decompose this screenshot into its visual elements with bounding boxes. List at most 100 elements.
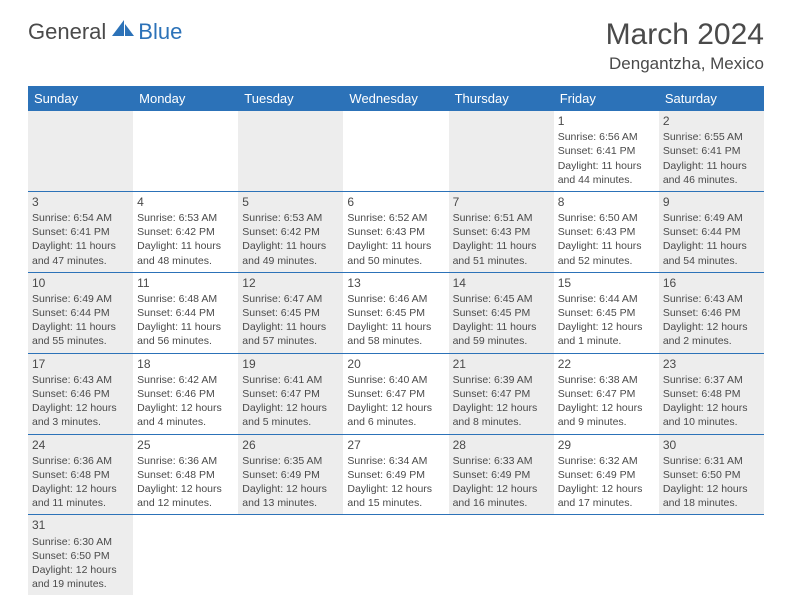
day-number: 25	[137, 437, 234, 453]
sunset-text: Sunset: 6:47 PM	[453, 387, 550, 401]
day-info: Sunrise: 6:32 AMSunset: 6:49 PMDaylight:…	[558, 454, 655, 511]
day-info: Sunrise: 6:36 AMSunset: 6:48 PMDaylight:…	[137, 454, 234, 511]
sunset-text: Sunset: 6:48 PM	[663, 387, 760, 401]
day-cell: 12Sunrise: 6:47 AMSunset: 6:45 PMDayligh…	[238, 273, 343, 354]
day-cell: 26Sunrise: 6:35 AMSunset: 6:49 PMDayligh…	[238, 435, 343, 516]
sunrise-text: Sunrise: 6:35 AM	[242, 454, 339, 468]
sunset-text: Sunset: 6:46 PM	[32, 387, 129, 401]
empty-cell	[133, 515, 238, 595]
daylight-text: Daylight: 12 hours and 11 minutes.	[32, 482, 129, 510]
sunrise-text: Sunrise: 6:54 AM	[32, 211, 129, 225]
sunrise-text: Sunrise: 6:47 AM	[242, 292, 339, 306]
day-cell: 18Sunrise: 6:42 AMSunset: 6:46 PMDayligh…	[133, 354, 238, 435]
sunset-text: Sunset: 6:45 PM	[558, 306, 655, 320]
day-cell: 10Sunrise: 6:49 AMSunset: 6:44 PMDayligh…	[28, 273, 133, 354]
day-cell: 8Sunrise: 6:50 AMSunset: 6:43 PMDaylight…	[554, 192, 659, 273]
daylight-text: Daylight: 11 hours and 55 minutes.	[32, 320, 129, 348]
sunrise-text: Sunrise: 6:44 AM	[558, 292, 655, 306]
sunset-text: Sunset: 6:41 PM	[558, 144, 655, 158]
daylight-text: Daylight: 12 hours and 13 minutes.	[242, 482, 339, 510]
daylight-text: Daylight: 12 hours and 16 minutes.	[453, 482, 550, 510]
day-info: Sunrise: 6:39 AMSunset: 6:47 PMDaylight:…	[453, 373, 550, 430]
day-number: 23	[663, 356, 760, 372]
sunset-text: Sunset: 6:49 PM	[242, 468, 339, 482]
day-number: 27	[347, 437, 444, 453]
day-header: Sunday	[28, 86, 133, 111]
day-info: Sunrise: 6:49 AMSunset: 6:44 PMDaylight:…	[663, 211, 760, 268]
day-info: Sunrise: 6:56 AMSunset: 6:41 PMDaylight:…	[558, 130, 655, 187]
sunrise-text: Sunrise: 6:38 AM	[558, 373, 655, 387]
day-number: 11	[137, 275, 234, 291]
day-info: Sunrise: 6:43 AMSunset: 6:46 PMDaylight:…	[663, 292, 760, 349]
day-cell: 4Sunrise: 6:53 AMSunset: 6:42 PMDaylight…	[133, 192, 238, 273]
sunrise-text: Sunrise: 6:31 AM	[663, 454, 760, 468]
sunset-text: Sunset: 6:47 PM	[558, 387, 655, 401]
daylight-text: Daylight: 11 hours and 54 minutes.	[663, 239, 760, 267]
daylight-text: Daylight: 11 hours and 44 minutes.	[558, 159, 655, 187]
daylight-text: Daylight: 11 hours and 48 minutes.	[137, 239, 234, 267]
day-number: 17	[32, 356, 129, 372]
daylight-text: Daylight: 12 hours and 6 minutes.	[347, 401, 444, 429]
sunset-text: Sunset: 6:49 PM	[347, 468, 444, 482]
day-number: 28	[453, 437, 550, 453]
day-info: Sunrise: 6:44 AMSunset: 6:45 PMDaylight:…	[558, 292, 655, 349]
sunrise-text: Sunrise: 6:42 AM	[137, 373, 234, 387]
day-info: Sunrise: 6:35 AMSunset: 6:49 PMDaylight:…	[242, 454, 339, 511]
month-title: March 2024	[606, 18, 764, 52]
day-info: Sunrise: 6:51 AMSunset: 6:43 PMDaylight:…	[453, 211, 550, 268]
sunrise-text: Sunrise: 6:56 AM	[558, 130, 655, 144]
sunset-text: Sunset: 6:50 PM	[663, 468, 760, 482]
day-info: Sunrise: 6:34 AMSunset: 6:49 PMDaylight:…	[347, 454, 444, 511]
sunrise-text: Sunrise: 6:48 AM	[137, 292, 234, 306]
day-cell: 9Sunrise: 6:49 AMSunset: 6:44 PMDaylight…	[659, 192, 764, 273]
day-info: Sunrise: 6:47 AMSunset: 6:45 PMDaylight:…	[242, 292, 339, 349]
day-cell: 20Sunrise: 6:40 AMSunset: 6:47 PMDayligh…	[343, 354, 448, 435]
sunrise-text: Sunrise: 6:41 AM	[242, 373, 339, 387]
daylight-text: Daylight: 11 hours and 46 minutes.	[663, 159, 760, 187]
sunrise-text: Sunrise: 6:40 AM	[347, 373, 444, 387]
day-number: 12	[242, 275, 339, 291]
daylight-text: Daylight: 12 hours and 4 minutes.	[137, 401, 234, 429]
empty-cell	[133, 111, 238, 192]
sunrise-text: Sunrise: 6:49 AM	[663, 211, 760, 225]
day-cell: 23Sunrise: 6:37 AMSunset: 6:48 PMDayligh…	[659, 354, 764, 435]
day-info: Sunrise: 6:48 AMSunset: 6:44 PMDaylight:…	[137, 292, 234, 349]
empty-cell	[659, 515, 764, 595]
sunrise-text: Sunrise: 6:43 AM	[663, 292, 760, 306]
sunrise-text: Sunrise: 6:37 AM	[663, 373, 760, 387]
day-header: Friday	[554, 86, 659, 111]
sunset-text: Sunset: 6:48 PM	[32, 468, 129, 482]
daylight-text: Daylight: 12 hours and 18 minutes.	[663, 482, 760, 510]
sunrise-text: Sunrise: 6:45 AM	[453, 292, 550, 306]
sunrise-text: Sunrise: 6:50 AM	[558, 211, 655, 225]
day-header: Saturday	[659, 86, 764, 111]
day-info: Sunrise: 6:54 AMSunset: 6:41 PMDaylight:…	[32, 211, 129, 268]
sunrise-text: Sunrise: 6:36 AM	[32, 454, 129, 468]
day-number: 21	[453, 356, 550, 372]
sunset-text: Sunset: 6:47 PM	[242, 387, 339, 401]
daylight-text: Daylight: 12 hours and 1 minute.	[558, 320, 655, 348]
empty-cell	[554, 515, 659, 595]
day-cell: 31Sunrise: 6:30 AMSunset: 6:50 PMDayligh…	[28, 515, 133, 595]
sunrise-text: Sunrise: 6:43 AM	[32, 373, 129, 387]
day-number: 30	[663, 437, 760, 453]
day-info: Sunrise: 6:53 AMSunset: 6:42 PMDaylight:…	[137, 211, 234, 268]
sunset-text: Sunset: 6:48 PM	[137, 468, 234, 482]
sunset-text: Sunset: 6:44 PM	[137, 306, 234, 320]
daylight-text: Daylight: 12 hours and 15 minutes.	[347, 482, 444, 510]
daylight-text: Daylight: 11 hours and 58 minutes.	[347, 320, 444, 348]
day-header: Monday	[133, 86, 238, 111]
empty-cell	[343, 111, 448, 192]
day-cell: 30Sunrise: 6:31 AMSunset: 6:50 PMDayligh…	[659, 435, 764, 516]
daylight-text: Daylight: 11 hours and 56 minutes.	[137, 320, 234, 348]
day-cell: 3Sunrise: 6:54 AMSunset: 6:41 PMDaylight…	[28, 192, 133, 273]
day-cell: 27Sunrise: 6:34 AMSunset: 6:49 PMDayligh…	[343, 435, 448, 516]
day-info: Sunrise: 6:46 AMSunset: 6:45 PMDaylight:…	[347, 292, 444, 349]
sunset-text: Sunset: 6:47 PM	[347, 387, 444, 401]
day-number: 3	[32, 194, 129, 210]
daylight-text: Daylight: 12 hours and 3 minutes.	[32, 401, 129, 429]
day-number: 14	[453, 275, 550, 291]
day-cell: 5Sunrise: 6:53 AMSunset: 6:42 PMDaylight…	[238, 192, 343, 273]
day-info: Sunrise: 6:40 AMSunset: 6:47 PMDaylight:…	[347, 373, 444, 430]
day-header: Thursday	[449, 86, 554, 111]
